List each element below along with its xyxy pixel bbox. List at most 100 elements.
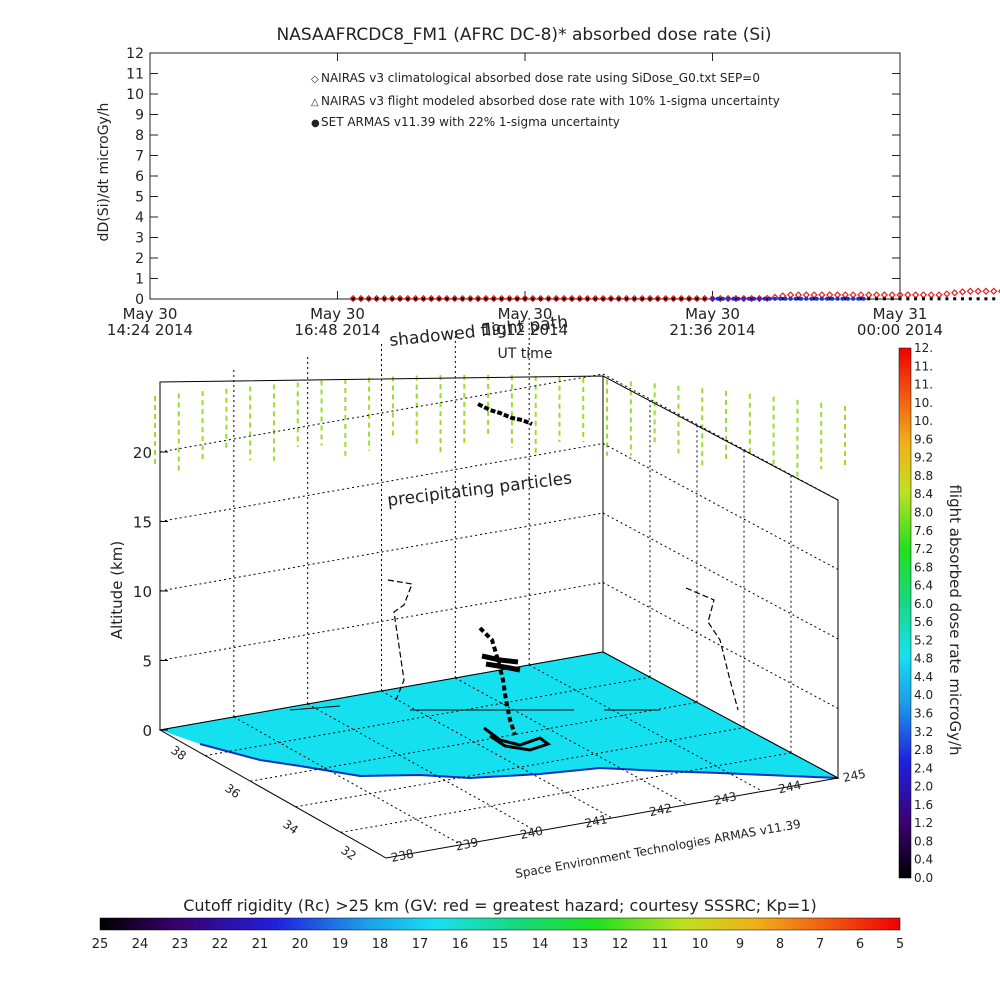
dose-rate-tick-label: 4.0 (914, 688, 933, 702)
nairas-clim-point (927, 291, 935, 299)
ground-grid-line (455, 677, 688, 806)
nairas-flight-point (367, 297, 371, 301)
nairas-flight-point (515, 297, 519, 301)
x-tick-label-date: May 30 (685, 305, 740, 323)
shadow-path-left (387, 579, 413, 701)
nairas-flight-point (734, 297, 738, 301)
armas-point (746, 296, 751, 301)
nairas-flight-point (476, 297, 480, 301)
nairas-clim-point (911, 291, 920, 299)
dose-rate-tick-label: 5.6 (914, 615, 933, 629)
nairas-flight-point (523, 297, 527, 301)
nairas-flight-point (492, 297, 496, 301)
longitude-tick-label: 240 (519, 824, 544, 842)
x-tick-label-time: 19:12 2014 (482, 321, 568, 339)
legend-label-nairas-flight: NAIRAS v3 flight modeled absorbed dose r… (321, 94, 780, 108)
nairas-flight-point (992, 297, 996, 301)
ground-grid-line (233, 716, 462, 846)
armas-point (726, 296, 731, 301)
nairas-flight-point (859, 297, 863, 301)
cutoff-rigidity-tick-label: 15 (492, 937, 509, 952)
dose-rate-tick-label: 4.4 (914, 670, 933, 684)
armas-point (762, 296, 767, 301)
nairas-clim-point (810, 291, 818, 299)
armas-point (851, 296, 856, 301)
nairas-flight-point (632, 297, 636, 301)
coastline (199, 743, 839, 780)
nairas-clim-point (888, 291, 896, 299)
armas-point (845, 296, 850, 301)
dose-rate-tick-label: 10. (914, 396, 933, 410)
nairas-flight-point (554, 297, 558, 301)
altitude-tick-label: 0 (142, 722, 152, 740)
nairas-flight-point (578, 297, 582, 301)
armas-point (793, 296, 798, 301)
nairas-flight-point (468, 297, 472, 301)
longitude-tick-label: 239 (454, 835, 479, 853)
armas-point (731, 296, 736, 301)
nairas-flight-point (562, 297, 566, 301)
nairas-flight-point (945, 297, 949, 301)
ground-grid-line (381, 690, 613, 819)
nairas-clim-point (951, 289, 959, 297)
nairas-flight-point (929, 297, 933, 301)
nairas-flight-point (679, 297, 683, 301)
nairas-clim-point (794, 291, 803, 299)
armas-point (819, 296, 824, 301)
nairas-flight-point (867, 297, 871, 301)
nairas-flight-point (898, 297, 902, 301)
altitude-tick-label: 15 (133, 514, 152, 532)
longitude-tick-label: 242 (648, 801, 673, 819)
armas-point (804, 296, 809, 301)
nairas-clim-point (857, 291, 865, 299)
nairas-flight-point (500, 297, 504, 301)
nairas-clim-point (896, 291, 904, 299)
nairas-flight-point (875, 297, 879, 301)
armas-point (783, 296, 788, 301)
nairas-clim-point (818, 291, 826, 299)
dose-rate-tick-label: 9.6 (914, 432, 933, 446)
nairas-flight-point (484, 297, 488, 301)
nairas-flight-point (539, 297, 543, 301)
nairas-clim-point (919, 291, 928, 299)
dose-rate-tick-label: 3.6 (914, 707, 933, 721)
armas-point (809, 296, 814, 301)
nairas-flight-point (890, 297, 894, 301)
nairas-clim-point (841, 291, 849, 299)
y-tick-label: 2 (135, 251, 144, 267)
x-tick-label-time: 14:24 2014 (107, 321, 193, 339)
wall-grid-line (602, 512, 839, 640)
nairas-flight-point (750, 297, 754, 301)
nairas-flight-point (507, 297, 511, 301)
latitude-tick-label: 36 (222, 781, 243, 801)
ground-track-lines (289, 705, 660, 711)
ground-grid-line (205, 676, 651, 757)
dose-rate-tick-label: 1.6 (914, 798, 933, 812)
nairas-flight-point (976, 297, 980, 301)
nairas-flight-point (570, 297, 574, 301)
nairas-flight-point (906, 297, 910, 301)
nairas-flight-point (843, 297, 847, 301)
dose-rate-tick-label: 8.8 (914, 469, 933, 483)
cutoff-rigidity-tick-label: 12 (612, 937, 629, 952)
nairas-clim-point (958, 288, 967, 296)
nairas-flight-point (937, 297, 941, 301)
armas-point (710, 296, 715, 301)
nairas-flight-point (617, 297, 621, 301)
nairas-clim-point (786, 291, 795, 299)
armas-point (715, 296, 720, 301)
nairas-clim-point (802, 291, 810, 299)
top-chart-title: NASAAFRCDC8_FM1 (AFRC DC-8)* absorbed do… (277, 25, 772, 45)
top-chart-axes (149, 52, 901, 300)
legend-marker-armas: ● (311, 118, 320, 129)
nairas-flight-point (640, 297, 644, 301)
longitude-tick-label: 238 (390, 846, 415, 864)
dose-rate-tick-label: 5.2 (914, 633, 933, 647)
armas-point (741, 296, 746, 301)
dose-rate-tick-label: 2.4 (914, 761, 933, 775)
dose-rate-tick-label: 8.4 (914, 487, 933, 501)
armas-point (778, 296, 783, 301)
nairas-flight-point (531, 297, 535, 301)
longitude-tick-label: 243 (713, 789, 738, 807)
nairas-flight-point (656, 297, 660, 301)
